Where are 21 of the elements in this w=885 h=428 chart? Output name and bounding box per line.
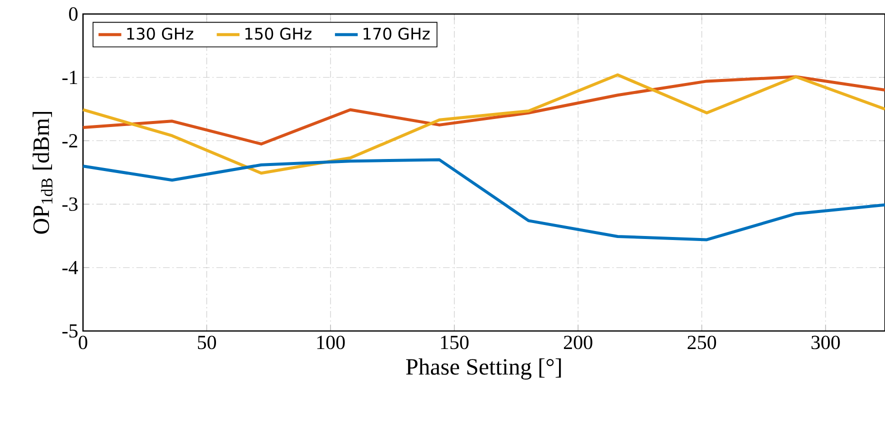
y-tick-label: -3 (62, 197, 78, 211)
x-tick-label: 200 (564, 336, 592, 350)
y-axis-title: OP$_{1dB}$ [dBm] (32, 112, 52, 234)
x-tick-label: 100 (317, 336, 345, 350)
line-series (82, 73, 885, 175)
x-tick-label: 250 (688, 336, 716, 350)
y-tick-label: -5 (62, 324, 78, 338)
x-tick-label: 150 (441, 336, 469, 350)
legend-label: 170 GHz (364, 28, 430, 40)
x-tick-label: 50 (198, 336, 216, 350)
line-series (82, 75, 885, 146)
x-tick-label: 300 (812, 336, 840, 350)
legend-label: 130 GHz (127, 28, 194, 40)
line-series (82, 158, 885, 242)
y-tick-label: -1 (62, 70, 78, 84)
y-tick-label: -2 (62, 134, 78, 148)
x-tick-label: 0 (78, 336, 88, 350)
legend-label: 150 GHz (245, 28, 312, 40)
y-tick-label: -4 (62, 261, 78, 274)
x-axis-title: Phase Setting [°] (406, 358, 561, 380)
y-tick-label: 0 (69, 7, 78, 21)
